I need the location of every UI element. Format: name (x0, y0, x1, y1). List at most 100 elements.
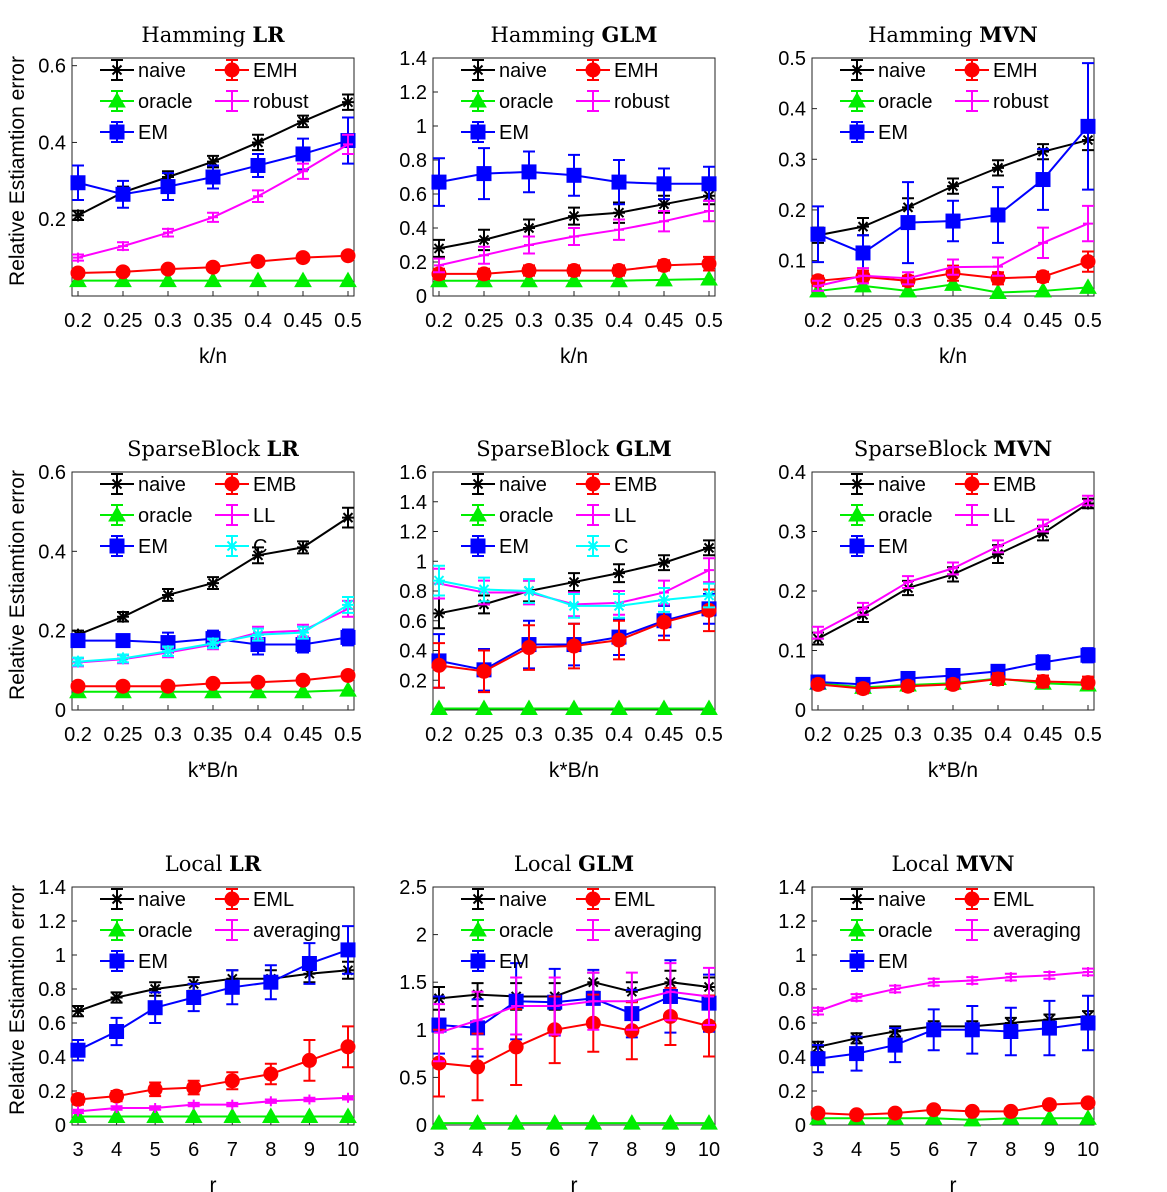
chart-title: Hamming LR (141, 22, 285, 47)
data-point (72, 655, 84, 668)
data-point (70, 175, 86, 191)
legend-entry: EM (461, 121, 529, 144)
data-point (658, 593, 670, 606)
x-tick-label: 0.5 (695, 310, 723, 332)
x-tick-label: 8 (1005, 1139, 1016, 1161)
legend-label: oracle (499, 505, 553, 527)
legend-label: oracle (499, 91, 553, 113)
chart-title: Local LR (165, 851, 262, 876)
chart-title: Hamming MVN (868, 22, 1038, 47)
legend-entry: robust (215, 90, 309, 113)
data-point (545, 1114, 564, 1130)
data-point (520, 271, 538, 288)
title-model: MVN (993, 436, 1052, 461)
data-point (855, 681, 871, 697)
y-tick-label: 0.6 (38, 1013, 66, 1035)
y-tick-label: 0.4 (38, 1047, 66, 1069)
data-point (263, 1066, 279, 1082)
data-point (160, 179, 176, 195)
legend-marker (585, 476, 601, 492)
y-tick-label: 1.6 (399, 462, 427, 484)
x-tick-label: 5 (511, 1139, 522, 1161)
legend-entry: EM (100, 950, 168, 973)
legend-entry: EMB (576, 473, 657, 496)
data-point (588, 996, 599, 1007)
x-axis-label: k/n (939, 345, 967, 368)
data-point (294, 271, 312, 288)
data-point (665, 986, 676, 997)
title-model: GLM (616, 436, 672, 461)
data-point (297, 626, 309, 639)
x-tick-label: 0.45 (284, 310, 323, 332)
title-prefix: Hamming (491, 23, 602, 47)
legend-entry: oracle (840, 90, 932, 113)
x-axis-label: k*B/n (549, 759, 599, 782)
data-point (703, 541, 715, 554)
data-point (1079, 1109, 1097, 1125)
data-point (611, 263, 627, 278)
data-point (147, 1081, 163, 1097)
legend-marker (849, 124, 865, 140)
legend-marker (224, 62, 240, 78)
x-tick-label: 0.35 (194, 724, 233, 746)
legend-label: EMH (614, 60, 658, 82)
chart-panel: Hamming MVN 0.1 0.2 0.3 0.4 0.5 0.2 0.25 0.3 0.35… (778, 22, 1102, 368)
data-point (301, 956, 317, 971)
data-point (342, 511, 354, 524)
legend: naive EML oracle averaging EM (100, 888, 341, 973)
data-point (301, 1052, 317, 1068)
data-point (700, 269, 718, 286)
legend-marker (849, 538, 865, 554)
legend-entry: naive (840, 59, 926, 82)
legend: naive EMH oracle robust EM (100, 59, 309, 144)
series-oracle (430, 699, 718, 716)
legend-marker (109, 953, 125, 969)
legend-marker (964, 891, 980, 907)
data-point (223, 1107, 242, 1123)
x-tick-label: 0.45 (284, 724, 323, 746)
series-EM (810, 62, 1096, 272)
series-EM (431, 959, 717, 1058)
x-tick-label: 0.4 (605, 310, 633, 332)
data-point (1003, 1024, 1019, 1039)
data-point (115, 678, 131, 694)
data-point (569, 231, 579, 242)
y-tick-label: 0.6 (38, 462, 66, 484)
x-tick-label: 0.5 (695, 724, 723, 746)
legend-label: oracle (499, 920, 553, 942)
series-C (72, 595, 354, 668)
series-line (438, 990, 710, 1034)
legend-entry: robust (576, 90, 670, 113)
x-tick-label: 0.5 (334, 310, 362, 332)
data-point (964, 1103, 980, 1119)
data-point (1079, 278, 1097, 294)
legend-entry: oracle (100, 919, 192, 942)
legend-marker (967, 925, 977, 935)
data-point (188, 1099, 199, 1110)
x-tick-label: 0.2 (64, 310, 92, 332)
data-point (118, 241, 128, 252)
legend-label: EML (614, 889, 655, 911)
x-tick-label: 0.45 (1024, 724, 1063, 746)
data-point (566, 263, 582, 278)
title-prefix: Local (892, 852, 956, 876)
data-point (204, 271, 222, 288)
legend-label: EML (993, 889, 1034, 911)
series-averaging (812, 967, 1094, 1017)
data-point (926, 1022, 942, 1038)
legend-marker (851, 893, 863, 905)
x-tick-label: 10 (337, 1139, 359, 1161)
chart-panel: SparseBlock MVN 0 0.1 0.2 0.3 0.4 0.2 0.25 0.3 0.… (778, 436, 1102, 782)
legend-marker (470, 538, 486, 554)
y-tick-label: 0.4 (778, 462, 806, 484)
x-tick-label: 0.2 (425, 724, 453, 746)
title-prefix: Hamming (868, 23, 979, 47)
x-tick-label: 0.4 (605, 724, 633, 746)
data-point (610, 271, 628, 288)
data-point (205, 169, 221, 185)
x-tick-label: 0.3 (894, 310, 922, 332)
data-point (115, 186, 131, 202)
data-point (114, 271, 132, 288)
data-point (163, 227, 173, 238)
